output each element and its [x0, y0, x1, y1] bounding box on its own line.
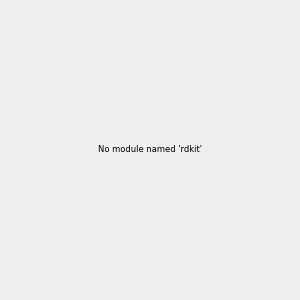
Text: No module named 'rdkit': No module named 'rdkit' — [98, 146, 202, 154]
